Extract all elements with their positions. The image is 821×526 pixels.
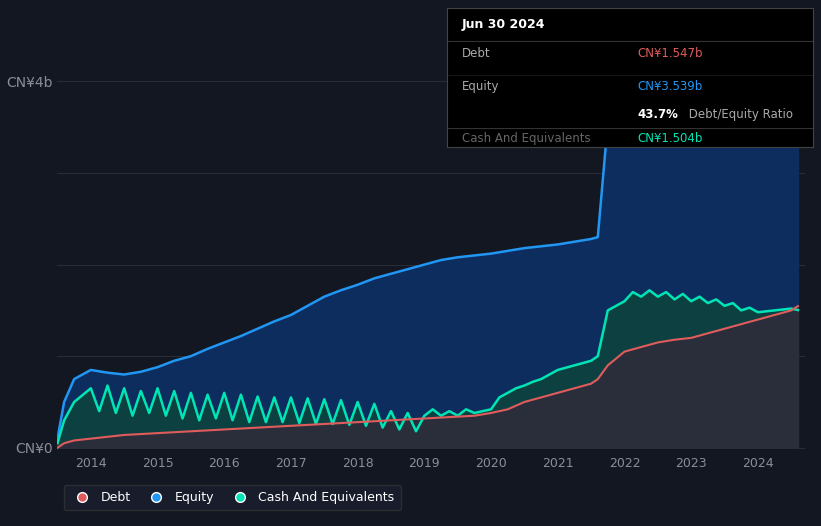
Legend: Debt, Equity, Cash And Equivalents: Debt, Equity, Cash And Equivalents [64, 485, 401, 510]
Text: 43.7%: 43.7% [637, 108, 678, 122]
Text: Debt: Debt [462, 47, 491, 60]
Text: CN¥3.539b: CN¥3.539b [637, 80, 703, 94]
Text: Jun 30 2024: Jun 30 2024 [462, 18, 546, 31]
Text: CN¥1.547b: CN¥1.547b [637, 47, 703, 60]
Text: Equity: Equity [462, 80, 499, 94]
Text: Cash And Equivalents: Cash And Equivalents [462, 132, 590, 145]
Text: CN¥1.504b: CN¥1.504b [637, 132, 703, 145]
Text: Debt/Equity Ratio: Debt/Equity Ratio [685, 108, 793, 122]
